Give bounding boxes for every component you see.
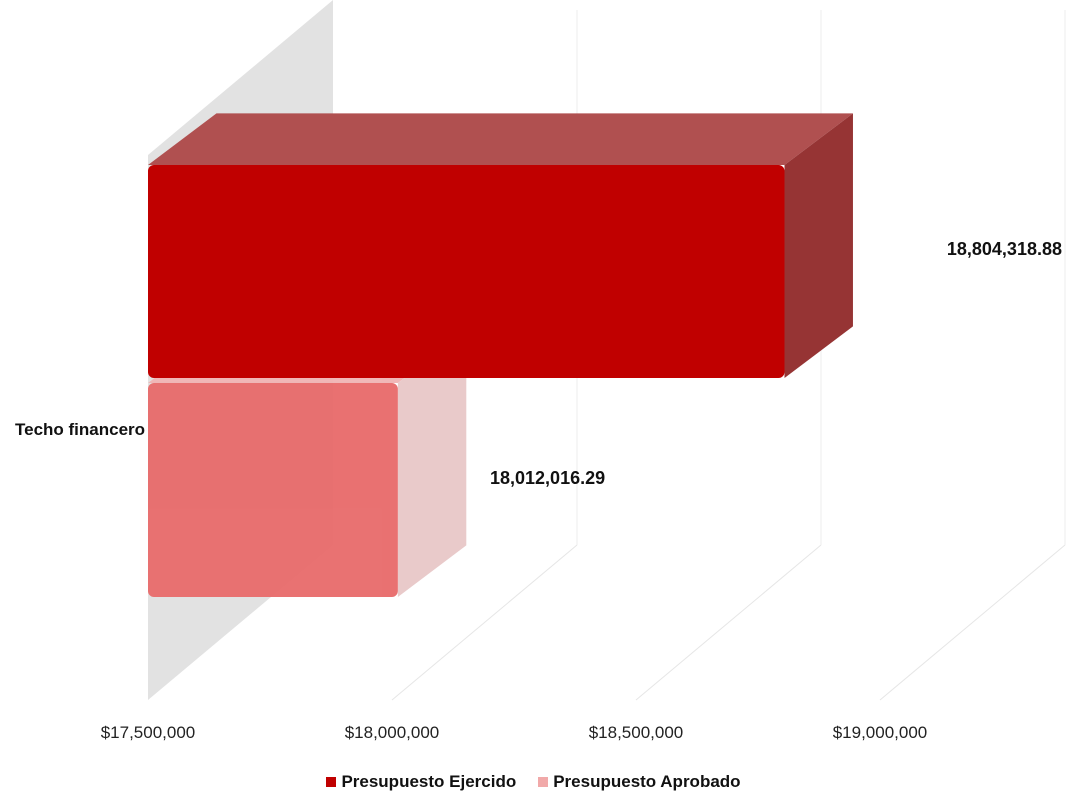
data-label-aprobado: 18,012,016.29 [490, 468, 605, 488]
bar-ejercido-top [148, 113, 853, 165]
gridline-floor [635, 544, 822, 701]
legend-swatch-aprobado [538, 777, 549, 787]
x-tick-label: $17,500,000 [101, 723, 196, 742]
category-label: Techo financero [15, 420, 145, 439]
bar-aprobado-side [397, 331, 467, 597]
legend-item-aprobado[interactable]: Presupuesto Aprobado [538, 772, 741, 792]
gridline-floor [391, 544, 578, 701]
x-tick-label: $19,000,000 [833, 723, 928, 742]
legend: Presupuesto Ejercido Presupuesto Aprobad… [0, 772, 1067, 792]
legend-item-ejercido[interactable]: Presupuesto Ejercido [326, 772, 516, 792]
x-tick-label: $18,000,000 [345, 723, 440, 742]
labels: $17,500,000 $18,000,000 $18,500,000 $19,000… [15, 239, 1062, 742]
legend-swatch-ejercido [326, 777, 337, 787]
bar-ejercido [148, 113, 853, 378]
bar-ejercido-front [148, 165, 785, 378]
legend-label-ejercido: Presupuesto Ejercido [341, 772, 517, 791]
bar-aprobado-front [148, 383, 398, 597]
legend-label-aprobado: Presupuesto Aprobado [553, 772, 741, 791]
data-label-ejercido: 18,804,318.88 [947, 239, 1062, 259]
bar-ejercido-side [784, 113, 853, 378]
bars [148, 113, 853, 597]
gridline-floor [879, 544, 1066, 701]
x-tick-label: $18,500,000 [589, 723, 684, 742]
